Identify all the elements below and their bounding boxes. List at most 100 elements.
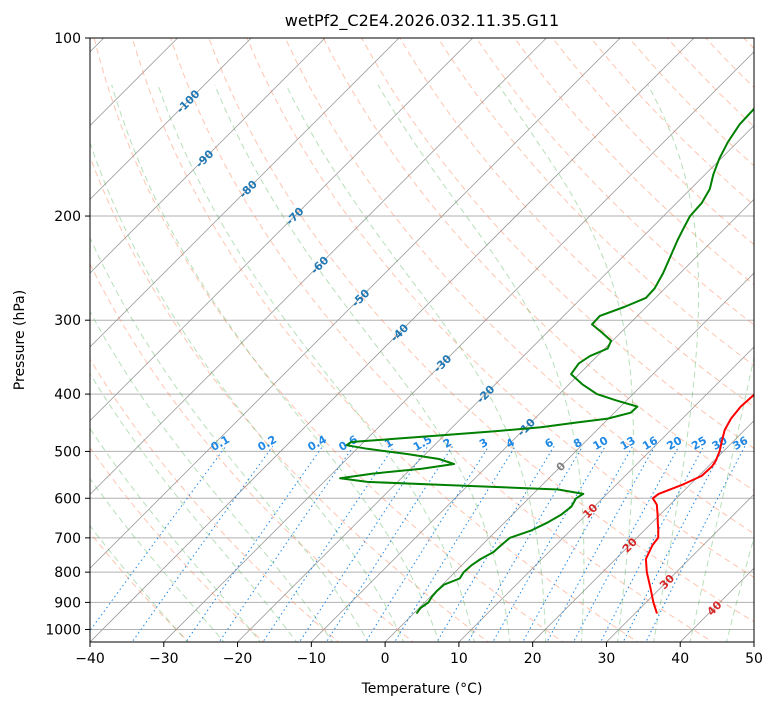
axis-ticks: −40 −30 −20 −10 0 10 20 30 40 5010020030040050060… [45, 31, 763, 667]
mixing-ratio-label: 0.4 [306, 433, 330, 454]
mixing-ratio-label: 3 [477, 436, 490, 451]
dewpoint-line [339, 107, 754, 615]
x-tick-label: 0 [381, 651, 390, 667]
y-tick-label: 100 [54, 31, 81, 47]
mixing-ratio-line [546, 445, 656, 642]
dry-adiabat [361, 38, 754, 449]
y-tick-label: 800 [54, 565, 81, 581]
isotherm-line [753, 641, 754, 642]
isotherm-label: -30 [431, 352, 454, 375]
moist-adiabat [725, 535, 754, 642]
moist-adiabat [497, 84, 634, 642]
moist-adiabat [90, 525, 189, 642]
x-tick-label: −40 [75, 651, 105, 667]
mixing-ratio-line [298, 445, 429, 642]
plot-frame [89, 37, 755, 643]
x-tick-label: 10 [450, 651, 468, 667]
y-tick-label: 400 [54, 387, 81, 403]
dry-adiabat [246, 38, 754, 578]
isotherm-label: 0 [554, 459, 569, 474]
isotherm-line [606, 493, 754, 642]
mixing-ratio-line [467, 445, 584, 642]
moist-adiabat [157, 84, 475, 642]
mixing-ratio-label: 25 [689, 434, 709, 453]
mixing-ratio-line [90, 445, 227, 632]
isotherm-line [90, 38, 252, 200]
isotherm-line [90, 38, 621, 569]
moist-adiabat [689, 355, 754, 642]
isotherm-line [237, 125, 754, 642]
dry-adiabat [475, 38, 754, 326]
dry-adiabat [552, 38, 754, 246]
isotherm-line [458, 346, 754, 642]
isotherm-label: -90 [193, 147, 216, 170]
isotherm-line [90, 38, 326, 274]
isotherm-line [311, 198, 754, 642]
isotherm-label: -80 [237, 177, 260, 200]
dry-adiabat [437, 38, 754, 367]
isotherm-label: -70 [283, 204, 306, 227]
moist-adiabat [111, 84, 440, 642]
moist-adiabat [285, 84, 547, 642]
dry-adiabat [131, 38, 639, 642]
y-tick-label: 300 [54, 313, 81, 329]
x-tick-label: −10 [297, 651, 327, 667]
isotherm-line [532, 420, 754, 642]
y-tick-label: 700 [54, 531, 81, 547]
isotherm-line [90, 38, 473, 422]
mixing-ratio-line [645, 445, 746, 642]
moist-adiabat [647, 84, 700, 642]
dry-adiabat [93, 38, 564, 642]
moist-adiabat [90, 310, 334, 642]
temperature-line [644, 393, 754, 614]
y-tick-label: 500 [54, 444, 81, 460]
isotherm-label: -100 [174, 87, 203, 116]
moist-adiabat [377, 84, 585, 642]
dry-adiabat [284, 38, 754, 535]
mixing-ratio-line [572, 445, 680, 642]
y-axis-label: Pressure (hPa) [12, 290, 28, 390]
profile-lines [339, 107, 754, 615]
y-tick-label: 1000 [45, 622, 81, 638]
y-tick-label: 600 [54, 491, 81, 507]
moist-adiabat [214, 84, 511, 642]
dry-adiabat [90, 262, 415, 642]
isotherm-line [90, 38, 400, 348]
isotherm-line [90, 38, 547, 495]
mixing-ratio-line [325, 445, 454, 642]
isotherm-line [163, 51, 754, 642]
mixing-ratio-line [600, 445, 705, 642]
x-tick-label: 50 [745, 651, 763, 667]
mixing-ratio-label: 6 [543, 436, 556, 451]
dry-adiabat [666, 38, 754, 128]
isotherm-label: 30 [657, 572, 677, 592]
dry-adiabat [170, 38, 714, 642]
mixing-ratio-label: 0.2 [255, 433, 278, 454]
dry-adiabat [743, 38, 754, 50]
dry-adiabat [208, 38, 754, 623]
dry-adiabat [628, 38, 754, 167]
mixing-ratio-line [492, 445, 606, 642]
dry-adiabat [90, 155, 490, 642]
mixing-ratio-label: 2 [441, 436, 454, 451]
dry-adiabat [399, 38, 754, 408]
x-tick-label: 40 [671, 651, 689, 667]
dry-adiabat [705, 38, 754, 89]
mixing-ratio-label: 36 [731, 434, 751, 453]
y-tick-label: 200 [54, 209, 81, 225]
mixing-ratio-label: 16 [640, 434, 660, 453]
isotherm-line [90, 38, 695, 642]
mixing-ratio-line [394, 445, 516, 642]
isotherm-label: -20 [474, 383, 497, 406]
x-tick-label: −30 [149, 651, 179, 667]
isotherm-label: -60 [308, 253, 331, 276]
dry-adiabat [90, 446, 265, 642]
mixing-ratio-line [365, 445, 490, 642]
dry-adiabat [322, 38, 754, 492]
dry-adiabat [590, 38, 754, 206]
mixing-ratio-line [622, 445, 725, 642]
x-tick-label: 20 [524, 651, 542, 667]
mixing-ratio-label: 20 [664, 434, 684, 453]
mixing-ratio-line [218, 445, 354, 642]
